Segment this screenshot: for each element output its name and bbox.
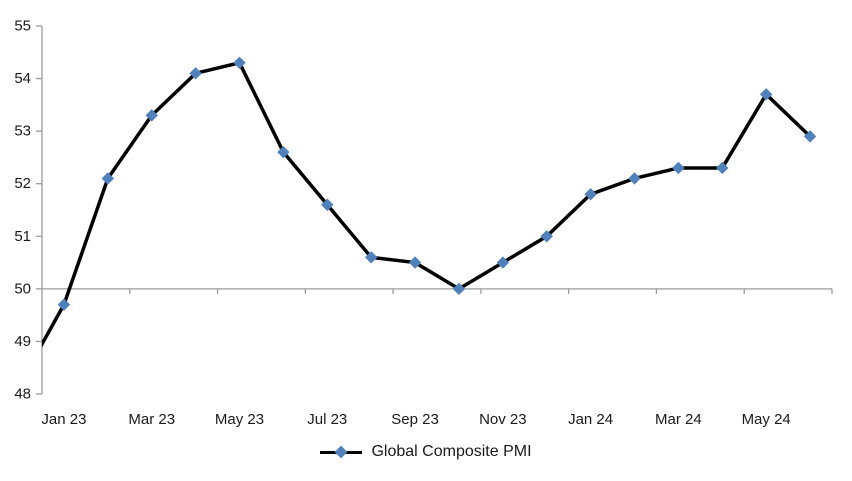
- data-point-marker: [540, 230, 553, 243]
- data-point-marker: [803, 130, 817, 143]
- series-group: [42, 56, 817, 348]
- data-point-marker: [628, 172, 641, 185]
- chart-legend: Global Composite PMI: [0, 438, 852, 466]
- data-point-marker: [672, 161, 685, 175]
- y-axis-tick-label: 53: [14, 123, 31, 140]
- y-axis-tick-label: 52: [14, 175, 31, 192]
- y-axis-tick-label: 55: [14, 18, 31, 35]
- x-axis-tick-label: May 24: [742, 411, 791, 428]
- data-point-marker: [145, 109, 158, 122]
- legend-label: Global Composite PMI: [371, 443, 532, 460]
- x-axis-tick-label: Nov 23: [479, 411, 527, 428]
- chart-canvas: 48 49 50 51 52 53 54 55 Jan 23 Mar 23 May 23 Jul 2…: [14, 18, 833, 428]
- data-point-marker: [452, 282, 466, 296]
- y-axis-tick-label: 54: [14, 70, 31, 87]
- y-axis-tick-label: 51: [14, 228, 31, 245]
- data-point-marker: [759, 88, 773, 101]
- y-axis-tick-label: 50: [14, 280, 31, 297]
- y-axis-tick-label: 49: [14, 333, 31, 350]
- data-point-marker: [321, 198, 334, 211]
- data-point-marker: [233, 56, 246, 69]
- x-axis-tick-label: Jul 23: [307, 411, 347, 428]
- data-point-marker: [189, 67, 202, 80]
- legend-line-sample: [320, 445, 363, 459]
- x-axis-tick-label: Mar 23: [128, 411, 175, 428]
- data-point-marker: [716, 161, 729, 175]
- x-labels-group: Jan 23 Mar 23 May 23 Jul 23 Sep 23 Nov 23 Jan …: [41, 411, 790, 428]
- data-point-marker: [277, 145, 290, 159]
- x-axis-tick-label: Mar 24: [655, 411, 702, 428]
- data-point-marker: [496, 256, 510, 269]
- x-axis-tick-label: Jan 24: [568, 411, 613, 428]
- data-point-marker: [101, 172, 115, 185]
- data-point-marker: [408, 256, 422, 269]
- y-axis-tick-label: 48: [14, 386, 31, 403]
- x-axis-tick-label: Jan 23: [41, 411, 86, 428]
- data-point-marker: [364, 251, 378, 264]
- data-point-marker: [57, 298, 71, 311]
- series-line: [42, 60, 812, 348]
- legend-diamond-icon: [335, 445, 348, 459]
- axes-group: 48 49 50 51 52 53 54 55: [14, 18, 833, 403]
- data-point-marker: [584, 188, 597, 201]
- x-axis-tick-label: May 23: [215, 411, 264, 428]
- x-axis-tick-label: Sep 23: [391, 411, 439, 428]
